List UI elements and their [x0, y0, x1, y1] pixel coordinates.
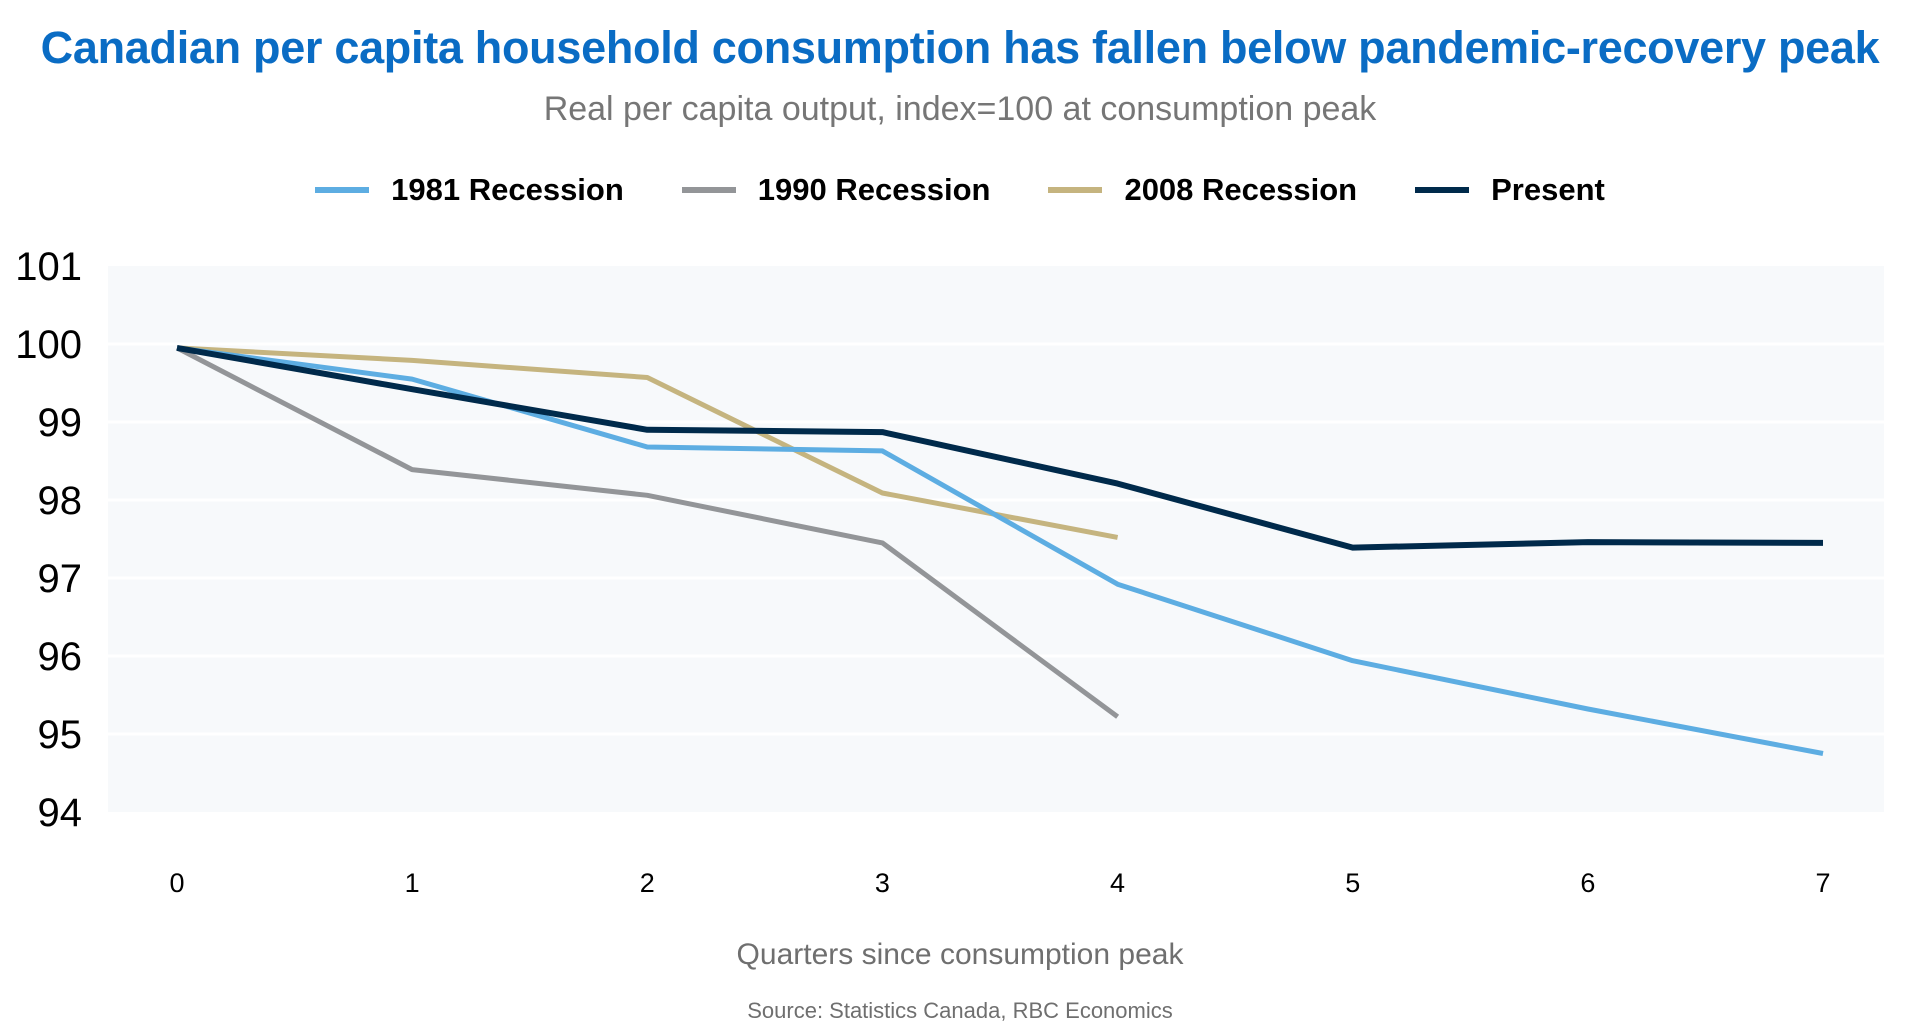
x-tick-label: 2 [640, 868, 655, 898]
y-tick-label: 99 [38, 401, 83, 445]
x-axis-title: Quarters since consumption peak [736, 938, 1184, 971]
plot-area [108, 266, 1884, 812]
y-tick-label: 95 [38, 713, 83, 757]
x-tick-label: 4 [1110, 868, 1125, 898]
x-tick-label: 1 [405, 868, 420, 898]
x-tick-label: 5 [1345, 868, 1360, 898]
y-tick-label: 97 [38, 557, 83, 601]
legend: 1981 Recession 1990 Recession 2008 Reces… [0, 172, 1920, 208]
legend-swatch-1981 [315, 187, 370, 193]
legend-swatch-1990 [681, 187, 736, 193]
x-tick-label: 3 [875, 868, 890, 898]
legend-item-1990: 1990 Recession [681, 172, 991, 208]
legend-label-1981: 1981 Recession [391, 172, 624, 207]
series-line-1981-recession [176, 345, 1824, 756]
legend-label-1990: 1990 Recession [757, 172, 991, 207]
x-tick-label: 0 [169, 868, 184, 898]
series-line-present [176, 344, 1824, 551]
chart-subtitle: Real per capita output, index=100 at con… [543, 90, 1377, 128]
y-tick-label: 101 [15, 245, 82, 289]
legend-swatch-present [1415, 187, 1470, 193]
y-axis-ticks: 94 95 96 97 98 99 100 101 [15, 245, 82, 835]
x-axis-ticks: 0 1 2 3 4 5 6 7 [169, 868, 1830, 898]
x-tick-label: 7 [1815, 868, 1830, 898]
y-tick-label: 98 [38, 479, 83, 523]
legend-item-2008: 2008 Recession [1048, 172, 1357, 208]
series-line-1990-recession [175, 345, 1120, 719]
y-tick-label: 100 [15, 323, 82, 367]
source-note: Source: Statistics Canada, RBC Economics [747, 998, 1173, 1023]
series-lines [175, 344, 1824, 756]
y-tick-label: 94 [38, 791, 83, 835]
legend-swatch-2008 [1048, 187, 1103, 193]
y-tick-label: 96 [38, 635, 83, 679]
legend-item-present: Present [1415, 172, 1605, 208]
gridlines [108, 342, 1884, 736]
chart-title: Canadian per capita household consumptio… [40, 22, 1880, 73]
legend-label-2008: 2008 Recession [1124, 172, 1358, 207]
legend-label-present: Present [1491, 172, 1605, 207]
legend-item-1981: 1981 Recession [315, 172, 624, 208]
series-line-2008-recession [176, 345, 1119, 540]
x-tick-label: 6 [1580, 868, 1595, 898]
